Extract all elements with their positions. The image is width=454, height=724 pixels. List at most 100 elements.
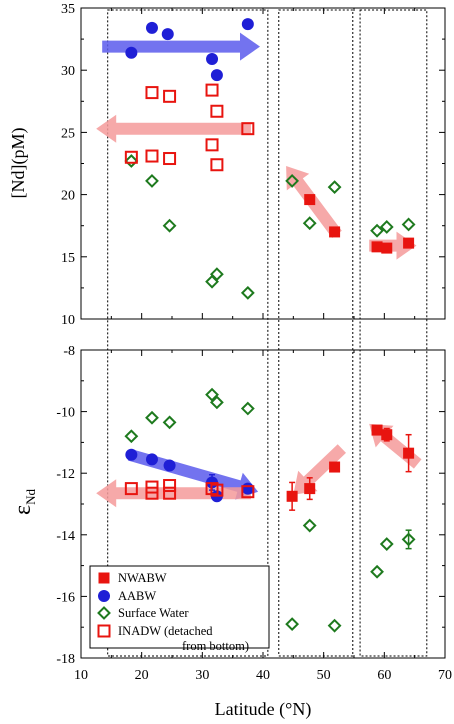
legend-label-inadw-detached: INADW (detached bbox=[118, 624, 213, 638]
bottom-y-axis-title: εNd bbox=[10, 489, 38, 515]
region-box-1 bbox=[107, 9, 269, 657]
legend-label-nwabw: NWABW bbox=[118, 571, 167, 585]
surface-water-point bbox=[124, 154, 139, 168]
surface-water-point bbox=[401, 217, 416, 232]
legend-label-surface-water: Surface Water bbox=[118, 606, 189, 620]
nwabw-point bbox=[329, 461, 341, 473]
x-tick-label: 10 bbox=[74, 668, 88, 683]
top-panel: 10 15 20 25 30 35 [Nd](pM) bbox=[8, 2, 446, 328]
aabw-point bbox=[145, 453, 158, 466]
y-tick-label: -14 bbox=[56, 529, 75, 544]
inadw-detached-from-bottom-point bbox=[210, 483, 224, 497]
regions-layer bbox=[107, 9, 428, 657]
surface-water-point bbox=[240, 401, 255, 416]
inadw-detached-from-bottom-point bbox=[210, 104, 224, 118]
aabw-point bbox=[161, 28, 174, 41]
legend-label-aabw: AABW bbox=[118, 589, 156, 603]
nwabw-point bbox=[371, 424, 383, 436]
trend-arrow-1 bbox=[127, 449, 259, 500]
inadw-detached-from-bottom-point bbox=[145, 149, 159, 163]
nwabw-point bbox=[403, 447, 415, 459]
trend-arrow-3 bbox=[293, 444, 346, 495]
y-tick-label: -18 bbox=[56, 652, 75, 667]
region-box-2 bbox=[278, 9, 354, 657]
epsilon-subscript: Nd bbox=[23, 489, 38, 505]
aabw-point bbox=[210, 69, 223, 82]
y-tick-label: 10 bbox=[61, 313, 75, 328]
surface-water-point bbox=[240, 285, 255, 300]
surface-water-point bbox=[370, 223, 384, 238]
x-tick-label: 40 bbox=[256, 668, 270, 683]
bottom-ticks: -18 -16 -14 -12 -10 -8 10 20 30 40 50 60 70 bbox=[56, 344, 452, 683]
nwabw-point bbox=[371, 241, 383, 253]
top-arrows bbox=[96, 32, 417, 260]
nwabw-point bbox=[381, 429, 393, 441]
inadw-detached-from-bottom-point bbox=[145, 486, 159, 500]
legend-marker-nwabw bbox=[98, 572, 110, 584]
y-tick-label: -10 bbox=[56, 406, 75, 421]
inadw-detached-from-bottom-point bbox=[205, 83, 219, 97]
surface-water-point bbox=[145, 410, 159, 425]
trend-arrow-2 bbox=[96, 114, 251, 143]
surface-water-point bbox=[285, 174, 300, 188]
legend-marker-aabw bbox=[98, 590, 110, 602]
y-tick-label: 15 bbox=[61, 251, 75, 266]
nwabw-point bbox=[329, 226, 341, 238]
nwabw-point bbox=[286, 490, 298, 502]
inadw-detached-from-bottom-point bbox=[124, 482, 138, 496]
legend-marker-inadw-detached bbox=[97, 624, 111, 638]
x-tick-label: 50 bbox=[317, 668, 331, 683]
top-ticks: 10 15 20 25 30 35 bbox=[61, 2, 446, 328]
surface-water-point bbox=[205, 387, 219, 402]
y-tick-label: -16 bbox=[56, 590, 75, 605]
surface-water-point bbox=[209, 267, 224, 282]
surface-water-point bbox=[145, 174, 159, 188]
surface-water-point bbox=[285, 617, 300, 632]
trend-arrow-1 bbox=[102, 32, 260, 61]
y-tick-label: 20 bbox=[61, 189, 75, 204]
region-box-3 bbox=[359, 9, 428, 657]
aabw-point bbox=[145, 21, 158, 34]
surface-water-point bbox=[302, 216, 317, 231]
nwabw-point bbox=[304, 483, 316, 495]
aabw-point bbox=[241, 482, 254, 495]
surface-water-point bbox=[327, 180, 342, 195]
legend: NWABW AABW Surface Water INADW (detachedfro… bbox=[89, 565, 270, 653]
surface-water-point bbox=[162, 415, 177, 430]
legend-marker-surface-water bbox=[97, 606, 111, 620]
top-points bbox=[124, 18, 416, 300]
nwabw-point bbox=[403, 237, 415, 249]
x-tick-label: 30 bbox=[195, 668, 209, 683]
inadw-detached-from-bottom-point bbox=[241, 122, 255, 136]
x-tick-label: 20 bbox=[135, 668, 149, 683]
aabw-point bbox=[241, 18, 254, 31]
inadw-detached-from-bottom-point bbox=[205, 138, 219, 152]
inadw-detached-from-bottom-point bbox=[210, 158, 224, 172]
surface-water-point bbox=[379, 537, 394, 551]
y-tick-label: -8 bbox=[63, 344, 75, 359]
surface-water-point bbox=[379, 220, 394, 234]
surface-water-point bbox=[327, 618, 342, 633]
inadw-detached-from-bottom-point bbox=[163, 486, 177, 500]
aabw-point bbox=[206, 53, 219, 66]
aabw-point bbox=[163, 459, 176, 472]
aabw-point bbox=[125, 46, 138, 59]
inadw-detached-from-bottom-point bbox=[163, 479, 177, 493]
surface-water-point bbox=[209, 395, 224, 410]
trend-arrow-2 bbox=[96, 479, 251, 508]
surface-water-point bbox=[401, 532, 416, 547]
surface-water-point bbox=[302, 518, 317, 533]
aabw-point bbox=[125, 448, 138, 461]
x-tick-label: 60 bbox=[377, 668, 391, 683]
inadw-detached-from-bottom-point bbox=[124, 150, 138, 164]
inadw-detached-from-bottom-point bbox=[241, 485, 255, 499]
inadw-detached-from-bottom-point bbox=[163, 152, 177, 166]
x-tick-label: 70 bbox=[438, 668, 452, 683]
top-y-axis-title: [Nd](pM) bbox=[8, 128, 29, 199]
surface-water-point bbox=[162, 218, 177, 233]
y-tick-label: 30 bbox=[61, 64, 75, 79]
y-tick-label: -12 bbox=[56, 467, 75, 482]
y-tick-label: 25 bbox=[61, 126, 75, 141]
legend-label-inadw-detached-line2: from bottom) bbox=[182, 639, 249, 653]
